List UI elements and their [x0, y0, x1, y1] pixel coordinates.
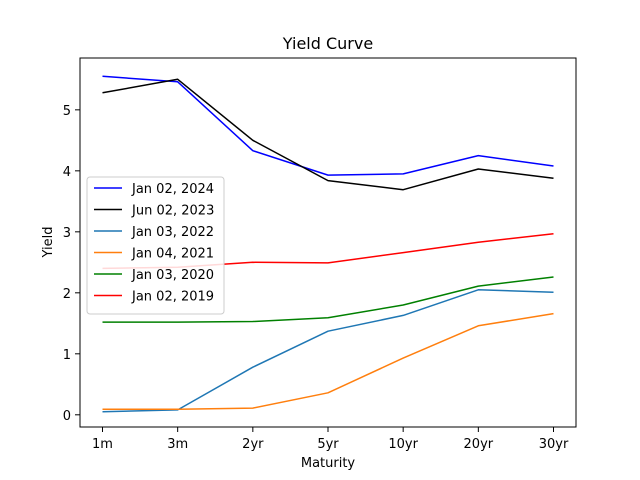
chart-title: Yield Curve: [282, 34, 373, 53]
x-tick-label: 2yr: [242, 437, 264, 452]
x-tick-label: 20yr: [464, 437, 494, 452]
y-tick-label: 1: [63, 348, 71, 363]
legend-box: [86, 176, 225, 315]
y-tick-label: 0: [63, 409, 71, 424]
x-axis: 1m 3m 2yr 5yr 10yr 20yr 30yr: [92, 427, 569, 452]
y-axis: 0 1 2 3 4 5: [63, 104, 80, 424]
legend-label-5: Jan 02, 2019: [131, 290, 214, 305]
legend-label-3: Jan 04, 2021: [131, 247, 214, 262]
y-axis-title: Yield: [41, 227, 56, 259]
x-tick-label: 10yr: [388, 437, 418, 452]
series-line-4: [102, 276, 554, 323]
y-tick-label: 5: [63, 104, 71, 119]
series-line-3: [102, 312, 554, 411]
legend-label-0: Jan 02, 2024: [131, 182, 214, 197]
x-tick-label: 1m: [92, 437, 113, 452]
series-line-1: [102, 78, 554, 191]
y-tick-label: 2: [63, 287, 71, 302]
legend-label-2: Jan 03, 2022: [131, 225, 214, 240]
legend: Jan 02, 2024 Jun 02, 2023 Jan 03, 2022 Jan …: [86, 176, 225, 315]
x-tick-label: 3m: [167, 437, 188, 452]
x-axis-title: Maturity: [301, 456, 356, 471]
legend-label-1: Jun 02, 2023: [131, 204, 214, 219]
y-tick-label: 4: [63, 165, 71, 180]
legend-label-4: Jan 03, 2020: [131, 268, 214, 283]
x-tick-label: 5yr: [317, 437, 339, 452]
x-tick-label: 30yr: [539, 437, 569, 452]
series-line-0: [102, 75, 554, 176]
y-tick-label: 3: [63, 226, 71, 241]
